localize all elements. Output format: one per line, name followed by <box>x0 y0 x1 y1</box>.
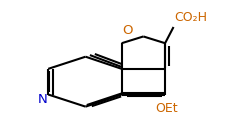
Text: O: O <box>122 24 133 37</box>
Text: N: N <box>37 93 47 106</box>
Text: OEt: OEt <box>155 102 178 115</box>
Text: CO₂H: CO₂H <box>174 11 207 24</box>
